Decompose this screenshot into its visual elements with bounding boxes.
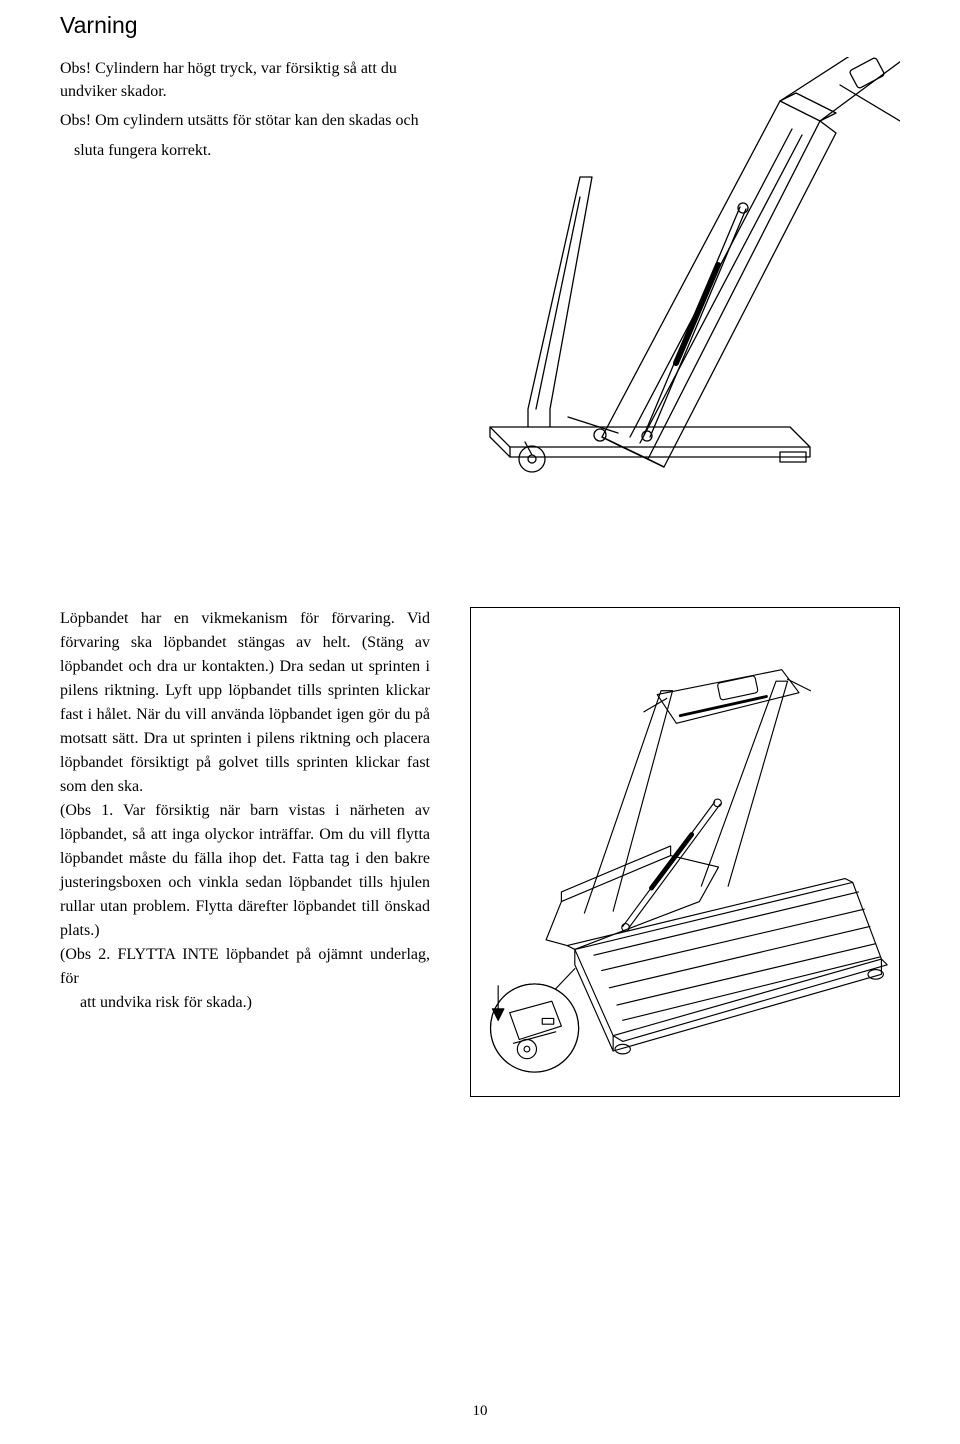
page-number: 10 (0, 1403, 960, 1420)
page: Varning Obs! Cylindern har högt tryck, v… (0, 0, 960, 1444)
top-row: Obs! Cylindern har högt tryck, var försi… (60, 57, 900, 487)
top-text-block: Obs! Cylindern har högt tryck, var försi… (60, 57, 450, 168)
vertical-spacer (60, 487, 900, 607)
warning-line-2: Obs! Om cylindern utsätts för stötar kan… (60, 109, 450, 132)
body-text-block: Löpbandet har en vikmekanism för förvari… (60, 607, 430, 1015)
bottom-row: Löpbandet har en vikmekanism för förvari… (60, 607, 900, 1097)
warning-line-3: sluta fungera korrekt. (60, 139, 450, 162)
treadmill-folded-svg (480, 57, 900, 487)
treadmill-open-svg (479, 648, 891, 1088)
figure-treadmill-folded (480, 57, 900, 487)
warning-line-1: Obs! Cylindern har högt tryck, var försi… (60, 57, 450, 103)
obs2-line-b: att undvika risk för skada.) (80, 994, 252, 1011)
figure-treadmill-open (470, 607, 900, 1097)
heading-varning: Varning (60, 12, 900, 39)
body-paragraph: Löpbandet har en vikmekanism för förvari… (60, 610, 430, 795)
obs1-text: (Obs 1. Var försiktig när barn vistas i … (60, 802, 430, 939)
obs2-line-a: (Obs 2. FLYTTA INTE löpbandet på ojämnt … (60, 946, 430, 987)
